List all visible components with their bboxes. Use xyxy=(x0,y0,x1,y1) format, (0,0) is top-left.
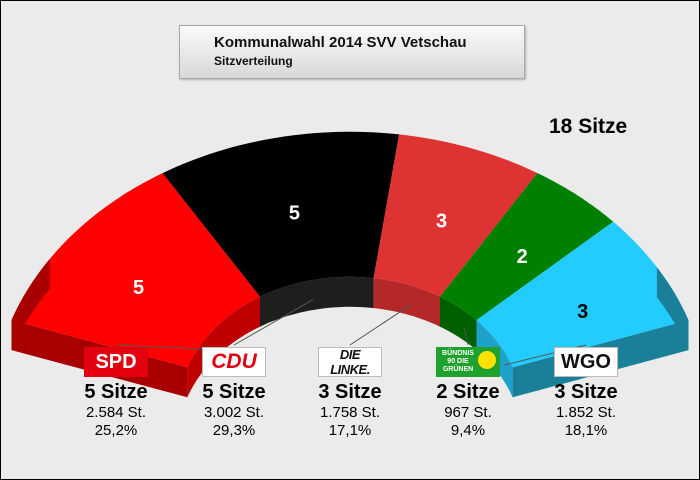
sunflower-icon xyxy=(478,351,496,369)
chart-title: Kommunalwahl 2014 SVV Vetschau xyxy=(214,34,467,51)
chart-subtitle: Sitzverteilung xyxy=(214,54,293,68)
spd-logo: SPD xyxy=(84,347,148,377)
party-seats: 2 Sitze xyxy=(436,381,500,403)
party-column-linke: DIE LINKE. 3 Sitze 1.758 St. 17,1% xyxy=(295,347,405,440)
ring-inner-wall xyxy=(440,296,477,351)
party-seats: 3 Sitze xyxy=(554,381,618,403)
cdu-logo: CDU xyxy=(202,347,266,377)
party-votes: 967 St. xyxy=(444,404,492,421)
seat-value-label: 3 xyxy=(577,301,588,323)
total-seats-label: 18 Sitze xyxy=(549,115,628,138)
wgo-logo: WGO xyxy=(554,347,618,377)
seat-segment xyxy=(476,221,689,368)
party-column-wgo: WGO 3 Sitze 1.852 St. 18,1% xyxy=(531,347,641,440)
ring-inner-wall xyxy=(373,278,440,327)
leader-line xyxy=(463,328,469,346)
party-percent: 9,4% xyxy=(450,422,486,439)
party-percent: 25,2% xyxy=(94,422,138,439)
party-percent: 29,3% xyxy=(212,422,256,439)
party-votes: 1.852 St. xyxy=(555,404,617,421)
party-votes: 3.002 St. xyxy=(203,404,265,421)
leader-line xyxy=(233,299,314,346)
party-column-spd: SPD 5 Sitze 2.584 St. 25,2% xyxy=(61,347,171,440)
seat-segment xyxy=(373,134,538,297)
ring-outer-side-left xyxy=(11,258,50,351)
party-percent: 18,1% xyxy=(564,422,608,439)
leader-line xyxy=(349,304,411,346)
seat-segment xyxy=(440,173,614,321)
party-votes: 2.584 St. xyxy=(85,404,147,421)
gruene-logo: BÜNDNIS 90 DIE GRÜNEN xyxy=(436,347,500,377)
seat-segment xyxy=(11,173,260,368)
leader-line xyxy=(115,344,210,350)
party-column-cdu: CDU 5 Sitze 3.002 St. 29,3% xyxy=(179,347,289,440)
seat-value-label: 2 xyxy=(517,246,528,268)
party-seats: 3 Sitze xyxy=(318,381,382,403)
seat-value-label: 3 xyxy=(436,210,447,232)
title-box: Kommunalwahl 2014 SVV Vetschau Sitzverte… xyxy=(179,25,525,79)
party-percent: 17,1% xyxy=(328,422,372,439)
seat-value-label: 5 xyxy=(133,277,144,299)
seat-value-label: 5 xyxy=(289,202,300,224)
party-seats: 5 Sitze xyxy=(202,381,266,403)
gruene-logo-text: BÜNDNIS 90 DIE GRÜNEN xyxy=(442,350,474,373)
party-seats: 5 Sitze xyxy=(84,381,148,403)
party-votes: 1.758 St. xyxy=(319,404,381,421)
linke-logo: DIE LINKE. xyxy=(318,347,382,377)
seat-segment xyxy=(162,131,400,297)
party-column-gruene: BÜNDNIS 90 DIE GRÜNEN 2 Sitze 967 St. 9,… xyxy=(413,347,523,440)
ring-outer-side-right xyxy=(656,267,689,351)
